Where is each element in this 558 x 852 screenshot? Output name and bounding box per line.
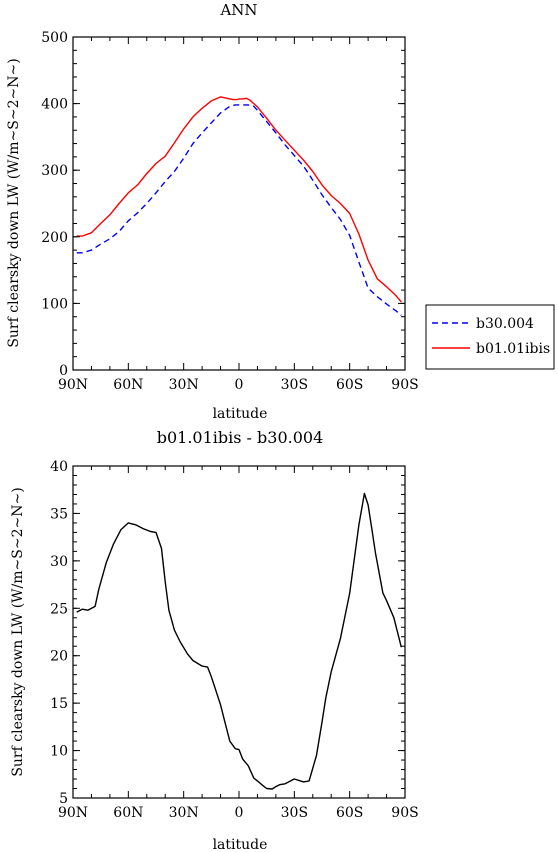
tick-labels: 90N 60N 30N 0 30S 60S 90S 0 100 200 300 400 500: [41, 30, 418, 393]
y-tick-label: 400: [41, 97, 68, 113]
ticks: [72, 465, 406, 799]
x-tick-label: 30N: [169, 377, 199, 393]
series-line-difference: [76, 492, 402, 790]
y-tick-label: 35: [50, 506, 68, 522]
x-tick-label: 60N: [113, 377, 143, 393]
x-tick-label: 90N: [58, 805, 88, 821]
y-tick-label: 200: [41, 230, 68, 246]
y-tick-label: 5: [59, 791, 68, 807]
chart-annual-clearsky-lw: ANN Surf clearsky down LW (W/m~S~2~N~) l…: [6, 1, 555, 422]
y-axis-label: Surf clearsky down LW (W/m~S~2~N~): [6, 58, 22, 347]
y-tick-label: 30: [50, 554, 68, 570]
legend-box: [425, 304, 555, 370]
chart-title: b01.01ibis - b30.004: [157, 428, 324, 447]
legend: b30.004 b01.01ibis: [425, 304, 555, 370]
x-tick-label: 90N: [58, 377, 88, 393]
series-line-b01-01ibis: [76, 96, 402, 303]
y-tick-label: 100: [41, 296, 68, 312]
y-tick-label: 0: [59, 363, 68, 379]
ticks: [72, 36, 406, 371]
data-layer: [76, 96, 402, 316]
x-tick-label: 30S: [281, 805, 308, 821]
data-layer: [76, 492, 402, 790]
y-tick-label: 10: [50, 744, 68, 760]
y-tick-label: 20: [50, 649, 68, 665]
plot-frame: [72, 36, 406, 371]
tick-labels: 90N 60N 30N 0 30S 60S 90S 5 10 15 20 25 30 35 40: [50, 459, 419, 821]
series-line-b30-004: [76, 104, 402, 316]
y-tick-label: 40: [50, 459, 68, 475]
y-tick-label: 500: [41, 30, 68, 46]
x-tick-label: 90S: [391, 377, 418, 393]
x-tick-label: 60S: [336, 377, 363, 393]
x-tick-label: 90S: [391, 805, 418, 821]
y-tick-label: 25: [50, 601, 68, 617]
plot-frame: [72, 465, 406, 799]
y-axis-label: Surf clearsky down LW (W/m~S~2~N~): [10, 487, 26, 776]
y-tick-label: 300: [41, 163, 68, 179]
chart-difference-clearsky-lw: b01.01ibis - b30.004 Surf clearsky down …: [10, 428, 419, 852]
chart-title: ANN: [219, 1, 257, 19]
legend-label-b01: b01.01ibis: [476, 341, 550, 357]
x-tick-label: 30N: [169, 805, 199, 821]
x-tick-label: 60S: [336, 805, 363, 821]
legend-label-b30: b30.004: [476, 316, 534, 332]
x-axis-label: latitude: [213, 837, 268, 852]
y-tick-label: 15: [50, 696, 68, 712]
x-tick-label: 30S: [281, 377, 308, 393]
x-tick-label: 60N: [113, 805, 143, 821]
x-tick-label: 0: [235, 805, 244, 821]
x-axis-label: latitude: [213, 406, 268, 422]
x-tick-label: 0: [235, 377, 244, 393]
